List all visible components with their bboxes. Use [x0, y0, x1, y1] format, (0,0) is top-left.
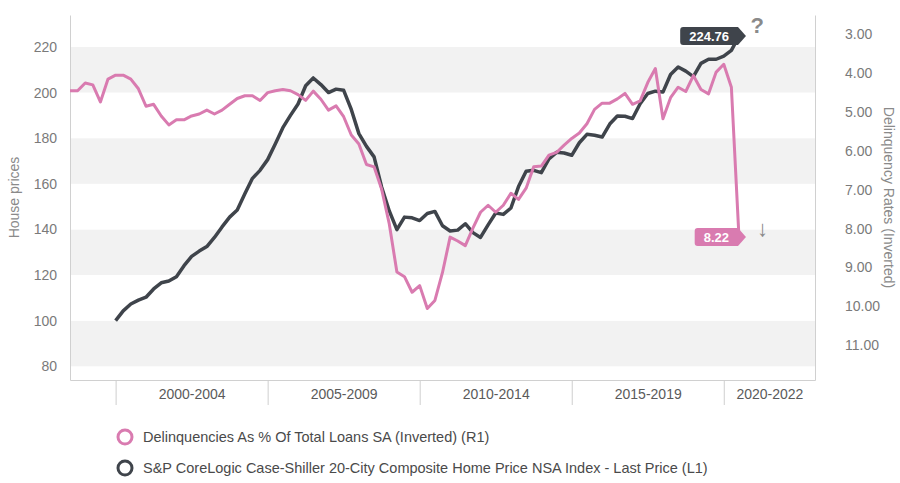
- annotation: ?: [750, 13, 763, 38]
- series-line: [70, 64, 739, 308]
- x-axis: 2000-2004 2005-2009 2010-2014 2015-2019 2020…: [71, 380, 816, 405]
- grid-band: [70, 275, 815, 321]
- legend: Delinquencies As % Of Total Loans SA (In…: [118, 429, 708, 476]
- x-axis-tick: 2005-2009: [268, 380, 378, 405]
- y-axis-tick: 200: [34, 85, 70, 101]
- legend-marker: [118, 430, 132, 444]
- y-axis-tick: 160: [34, 176, 70, 192]
- y2-axis-tick-label: 6.00: [845, 143, 872, 159]
- x-axis-tick-mark: [268, 380, 269, 405]
- grid-band: [70, 321, 815, 367]
- y2-axis-tick-label: 5.00: [845, 104, 872, 120]
- chart: 2000-2004 2005-2009 2010-2014 2015-2019 2020…: [0, 0, 900, 483]
- y-axis-tick-label: 200: [34, 85, 58, 101]
- grid-band: [70, 138, 815, 184]
- y2-axis-tick: 3.00: [815, 26, 872, 42]
- series-line: [116, 36, 739, 321]
- y2-axis-tick: 11.00: [815, 337, 879, 353]
- y-axis-title: House prices: [6, 157, 22, 239]
- annotation-text: ↓: [757, 216, 768, 241]
- y2-axis-tick: 4.00: [815, 65, 872, 81]
- annotation-text: ?: [750, 13, 763, 38]
- y2-axis-tick-label: 10.00: [845, 298, 880, 314]
- x-axis-tick-label: 2000-2004: [159, 386, 226, 402]
- annotations: 224.76? 8.22 ↓: [680, 13, 768, 246]
- x-axis-tick-label: 2015-2019: [615, 386, 682, 402]
- x-axis-tick-mark: [724, 380, 725, 405]
- lines: [70, 36, 739, 321]
- y2-axis-line: [815, 16, 816, 381]
- y2-axis-tick-label: 4.00: [845, 65, 872, 81]
- x-axis-tick: 2000-2004: [116, 380, 226, 405]
- y2-axis-tick: 8.00: [815, 221, 872, 237]
- x-axis-tick: 2015-2019: [572, 380, 682, 405]
- legend-label: Delinquencies As % Of Total Loans SA (In…: [143, 429, 489, 445]
- plot: 2000-2004 2005-2009 2010-2014 2015-2019 2020…: [34, 13, 881, 405]
- x-axis-tick: 2010-2014: [420, 380, 530, 405]
- grid-band: [70, 93, 815, 139]
- y-axis-tick-label: 80: [41, 358, 57, 374]
- y-axis: 80 100 120 140 160 180 200 220: [34, 16, 71, 381]
- y-axis-tick: 120: [34, 267, 70, 283]
- y-axis-tick: 220: [34, 39, 70, 55]
- y2-axis-tick-label: 8.00: [845, 221, 872, 237]
- x-axis-line: [71, 380, 816, 381]
- x-axis-tick-label: 2010-2014: [463, 386, 530, 402]
- x-axis-tick: 2020-2022: [724, 380, 803, 405]
- y-axis-tick-label: 140: [34, 221, 58, 237]
- y-axis-tick-label: 100: [34, 313, 58, 329]
- x-axis-tick-mark: [116, 380, 117, 405]
- y-axis-tick-label: 220: [34, 39, 58, 55]
- annotation-tag: [680, 27, 746, 45]
- y-axis-tick-label: 120: [34, 267, 58, 283]
- x-axis-tick-mark: [420, 380, 421, 405]
- y-axis-tick-label: 160: [34, 176, 58, 192]
- y2-axis-tick: 10.00: [815, 298, 880, 314]
- legend-label: S&P CoreLogic Case-Shiller 20-City Compo…: [143, 460, 708, 476]
- y2-axis-title: Delinquency Rates (Inverted): [881, 107, 897, 288]
- y-axis-tick: 140: [34, 221, 70, 237]
- annotation-tag: [695, 228, 746, 246]
- grid-bands: [70, 47, 815, 366]
- y2-axis-tick: 6.00: [815, 143, 872, 159]
- y2-axis-tick: 5.00: [815, 104, 872, 120]
- annotation: 8.22: [695, 228, 746, 246]
- y-axis-tick: 80: [41, 358, 70, 374]
- annotation-text: 224.76: [689, 29, 729, 44]
- grid-band: [70, 47, 815, 93]
- y2-axis: 3.00 4.00 5.00 6.00 7.00 8.00 9.00 10.00 11.00: [815, 16, 880, 381]
- y2-axis-tick-label: 7.00: [845, 182, 872, 198]
- y2-axis-tick: 7.00: [815, 182, 872, 198]
- annotation: 224.76: [680, 27, 746, 45]
- y2-axis-tick-label: 3.00: [845, 26, 872, 42]
- x-axis-tick-mark: [572, 380, 573, 405]
- y-axis-tick-label: 180: [34, 130, 58, 146]
- legend-item: S&P CoreLogic Case-Shiller 20-City Compo…: [118, 460, 708, 476]
- legend-item: Delinquencies As % Of Total Loans SA (In…: [118, 429, 489, 445]
- x-axis-tick-label: 2020-2022: [736, 386, 803, 402]
- y-axis-tick: 180: [34, 130, 70, 146]
- x-axis-tick-label: 2005-2009: [311, 386, 378, 402]
- y2-axis-tick-label: 11.00: [845, 337, 879, 353]
- y2-axis-tick: 9.00: [815, 259, 872, 275]
- y-axis-tick: 100: [34, 313, 70, 329]
- y-axis-line: [70, 16, 71, 381]
- annotation: ↓: [757, 216, 768, 241]
- legend-marker: [118, 461, 132, 475]
- annotation-text: 8.22: [704, 230, 729, 245]
- y2-axis-tick-label: 9.00: [845, 259, 872, 275]
